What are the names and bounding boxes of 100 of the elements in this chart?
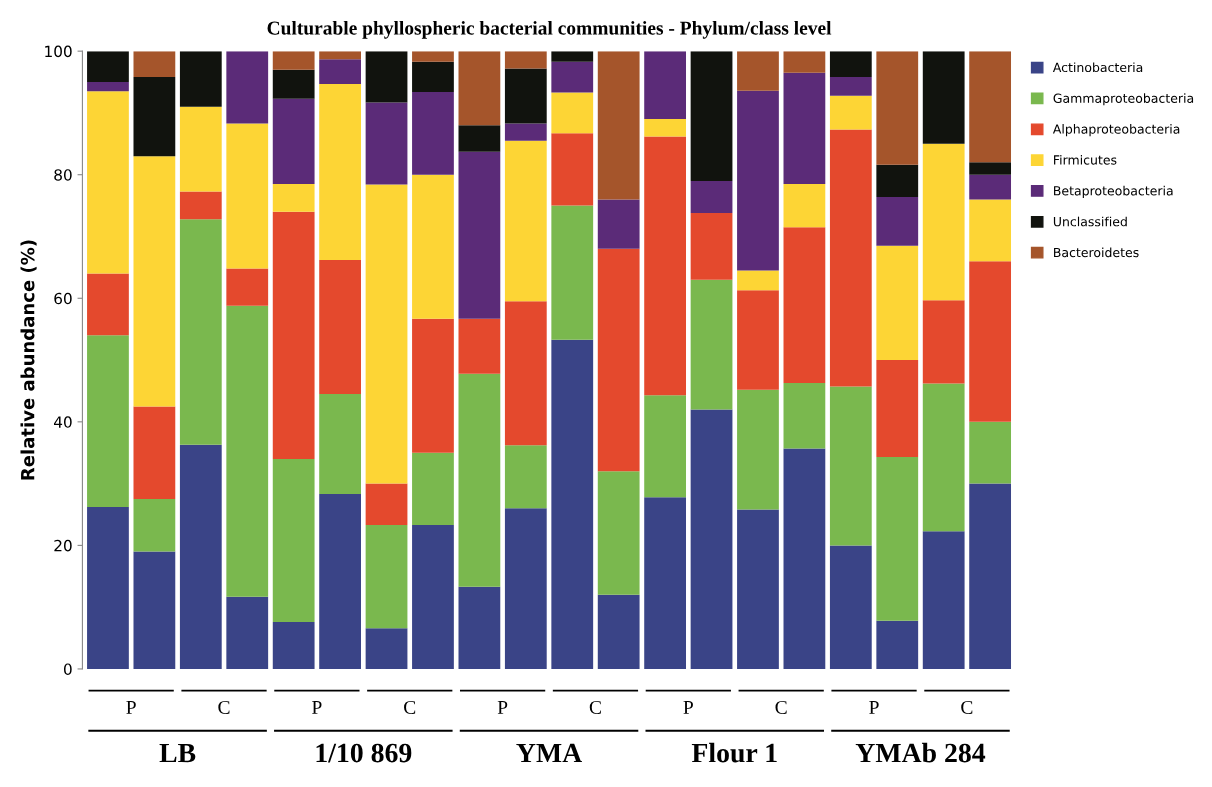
text: YMA: [516, 743, 582, 763]
y-tick-label: 0: [63, 663, 72, 675]
bar: [226, 305, 269, 597]
bar: [365, 184, 408, 484]
bar: [412, 61, 454, 92]
bar: [458, 51, 501, 126]
bar: [969, 162, 1012, 175]
bar: [179, 51, 222, 107]
bar: [319, 83, 361, 260]
bar: [226, 268, 269, 306]
bar: [737, 290, 779, 390]
text: C: [589, 700, 601, 714]
bar: [597, 199, 640, 249]
bar: [876, 245, 919, 361]
bar: [272, 98, 315, 184]
legend-label: Firmicutes: [1054, 154, 1117, 165]
bar: [876, 457, 919, 621]
text: P: [683, 701, 693, 714]
bar: [969, 483, 1012, 669]
bar: [644, 51, 686, 120]
bar: [133, 406, 176, 500]
bar: [87, 335, 129, 508]
bar: [597, 471, 640, 595]
bar: [551, 92, 594, 134]
bar: [922, 143, 965, 301]
legend-label: Actinobacteria: [1052, 62, 1143, 73]
bar: [365, 525, 408, 629]
bar: [226, 596, 269, 669]
bar: [87, 91, 129, 274]
bar: [922, 51, 965, 144]
bar: [272, 622, 315, 669]
bar: [644, 136, 686, 396]
text: C: [218, 700, 230, 714]
bar: [272, 211, 315, 459]
bar: [690, 180, 733, 214]
bar: [551, 133, 594, 206]
text: P: [869, 701, 879, 714]
bar: [87, 51, 129, 83]
bar: [737, 389, 779, 510]
bar: [829, 386, 872, 546]
text: C: [775, 700, 787, 714]
legend-label: Unclassified: [1053, 216, 1127, 227]
bar: [179, 444, 222, 669]
bar: [597, 594, 640, 669]
bar: [783, 72, 826, 184]
bar: [551, 61, 594, 93]
bar: [969, 174, 1012, 200]
bar: [922, 383, 965, 532]
bar: [133, 499, 176, 552]
bar: [690, 213, 733, 280]
bar: [876, 360, 919, 458]
bar: [783, 382, 826, 449]
bar: [365, 102, 408, 185]
y-tick-label: 40: [54, 416, 72, 428]
bar: [737, 90, 779, 271]
bar: [412, 51, 454, 62]
text: C: [404, 700, 416, 714]
bar: [133, 77, 176, 157]
bar: [829, 77, 872, 96]
bar: [644, 395, 686, 498]
bar: [737, 51, 779, 91]
bar: [179, 106, 222, 192]
bar: [226, 123, 269, 269]
bar: [365, 51, 408, 103]
bar: [829, 545, 872, 669]
text: P: [312, 701, 322, 714]
bar: [783, 183, 826, 228]
bar: [179, 191, 222, 220]
bar: [319, 494, 361, 669]
bar: [365, 628, 408, 669]
bar: [365, 483, 408, 525]
y-tick-label: 20: [54, 539, 72, 552]
bar: [969, 421, 1012, 484]
chart-title: Culturable phyllospheric bacterial communities - Phylum/class level: [267, 21, 832, 39]
bar: [412, 91, 454, 175]
y-tick-label: 80: [54, 169, 72, 181]
bar: [969, 261, 1012, 422]
bar: [319, 394, 361, 495]
bar: [458, 318, 501, 374]
bar: [644, 119, 686, 137]
bar: [969, 199, 1012, 262]
bar: [412, 318, 454, 453]
bar: [226, 51, 269, 124]
y-tick-label: 60: [54, 292, 72, 305]
bar: [737, 509, 779, 669]
bar: [272, 183, 315, 212]
bar: [87, 507, 129, 669]
bar: [922, 531, 965, 669]
bar: [969, 51, 1012, 163]
bar: [504, 508, 547, 669]
bar: [783, 51, 826, 73]
bar: [876, 164, 919, 197]
bar: [922, 300, 965, 384]
bar: [179, 219, 222, 445]
text: C: [961, 700, 973, 714]
bar: [133, 51, 176, 78]
bar: [458, 125, 501, 152]
bar: [690, 279, 733, 410]
legend-label: Gammaproteobacteria: [1053, 93, 1194, 106]
bar: [87, 273, 129, 336]
